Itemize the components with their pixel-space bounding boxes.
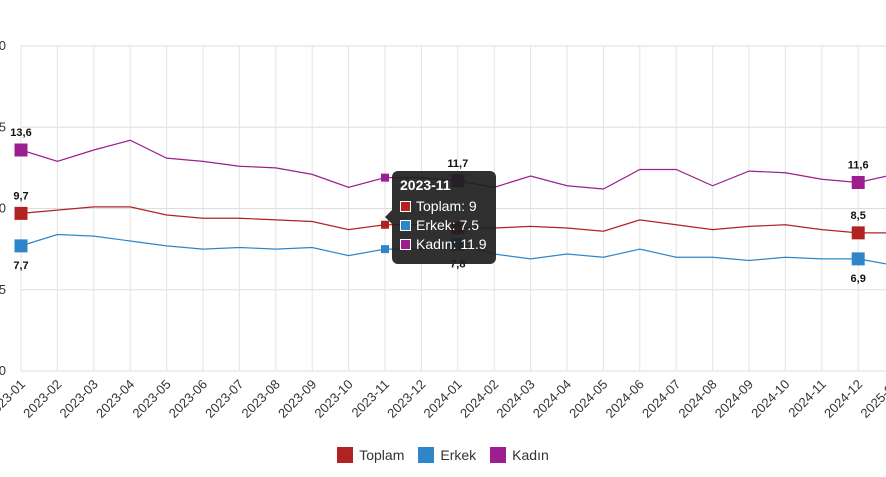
- x-tick-label: 2023-05: [129, 377, 173, 421]
- y-tick-label: 15: [0, 119, 6, 134]
- y-tick-label: 5: [0, 282, 6, 297]
- x-tick-label: 2023-12: [384, 377, 428, 421]
- legend-label-erkek: Erkek: [440, 447, 477, 463]
- data-point-kadin: [14, 143, 28, 157]
- data-label-erkek: 7,7: [13, 260, 28, 272]
- x-tick-label: 2024-03: [493, 377, 537, 421]
- legend-label-kadin: Kadın: [512, 447, 549, 463]
- legend-item-erkek[interactable]: Erkek: [418, 447, 476, 463]
- hover-point-kadin: [381, 173, 389, 182]
- tooltip-swatch-kadin: [400, 239, 411, 250]
- tooltip-swatch-toplam: [400, 201, 411, 212]
- tooltip-swatch-erkek: [400, 220, 411, 231]
- x-tick-label: 2023-04: [93, 377, 137, 421]
- tooltip-text-toplam: Toplam: 9: [416, 198, 477, 214]
- tooltip-row-kadin: Kadın: 11.9: [400, 235, 488, 254]
- x-tick-label: 2024-01: [421, 377, 465, 421]
- x-tick-label: 2024-07: [639, 377, 683, 421]
- x-tick-label: 2023-02: [20, 377, 64, 421]
- data-label-kadin: 11,6: [848, 160, 869, 172]
- data-point-erkek: [851, 252, 865, 266]
- legend-item-toplam[interactable]: Toplam: [337, 447, 404, 463]
- chart-legend: Toplam Erkek Kadın: [0, 447, 886, 463]
- x-tick-label: 2023-09: [275, 377, 319, 421]
- x-tick-label: 2024-06: [603, 377, 647, 421]
- tooltip-row-erkek: Erkek: 7.5: [400, 216, 488, 235]
- legend-label-toplam: Toplam: [359, 447, 405, 463]
- x-tick-label: 2023-11: [348, 377, 392, 421]
- x-tick-label: 2024-10: [748, 377, 792, 421]
- data-point-toplam: [851, 226, 865, 240]
- x-tick-label: 2023-06: [166, 377, 210, 421]
- tooltip-row-toplam: Toplam: 9: [400, 197, 488, 216]
- legend-swatch-kadin: [490, 447, 507, 463]
- data-label-kadin: 11,7: [447, 158, 468, 170]
- x-tick-label: 2024-12: [821, 377, 865, 421]
- x-tick-label: 2024-05: [566, 377, 610, 421]
- x-tick-label: 2023-03: [57, 377, 101, 421]
- x-tick-label: 2025-01: [857, 377, 886, 421]
- x-tick-label: 2024-09: [712, 377, 756, 421]
- hover-point-erkek: [381, 245, 389, 254]
- x-tick-label: 2024-11: [785, 377, 829, 421]
- x-tick-label: 2024-08: [675, 377, 719, 421]
- data-point-kadin: [851, 176, 865, 189]
- data-point-toplam: [14, 206, 28, 220]
- x-tick-label: 2024-04: [530, 377, 574, 421]
- legend-swatch-toplam: [337, 447, 354, 463]
- hover-point-toplam: [381, 220, 389, 229]
- data-point-erkek: [14, 239, 28, 253]
- y-tick-label: 0: [0, 363, 6, 378]
- x-tick-label: 2023-10: [311, 377, 355, 421]
- y-tick-label: 10: [0, 201, 6, 216]
- y-tick-label: 20: [0, 38, 6, 53]
- data-label-toplam: 9,7: [13, 190, 28, 202]
- tooltip-title: 2023-11: [400, 177, 451, 193]
- tooltip-text-kadin: Kadın: 11.9: [416, 236, 487, 252]
- legend-swatch-erkek: [418, 447, 435, 463]
- chart-tooltip: 2023-11 Toplam: 9 Erkek: 7.5 Kadın: 11.9: [385, 171, 496, 264]
- data-label-toplam: 8,5: [851, 210, 866, 222]
- data-label-kadin: 13,6: [10, 127, 31, 139]
- x-tick-label: 2023-08: [239, 377, 283, 421]
- x-tick-label: 2023-07: [202, 377, 246, 421]
- legend-item-kadin[interactable]: Kadın: [490, 447, 549, 463]
- data-label-erkek: 6,9: [851, 273, 866, 285]
- tooltip-text-erkek: Erkek: 7.5: [416, 217, 480, 233]
- x-tick-label: 2024-02: [457, 377, 501, 421]
